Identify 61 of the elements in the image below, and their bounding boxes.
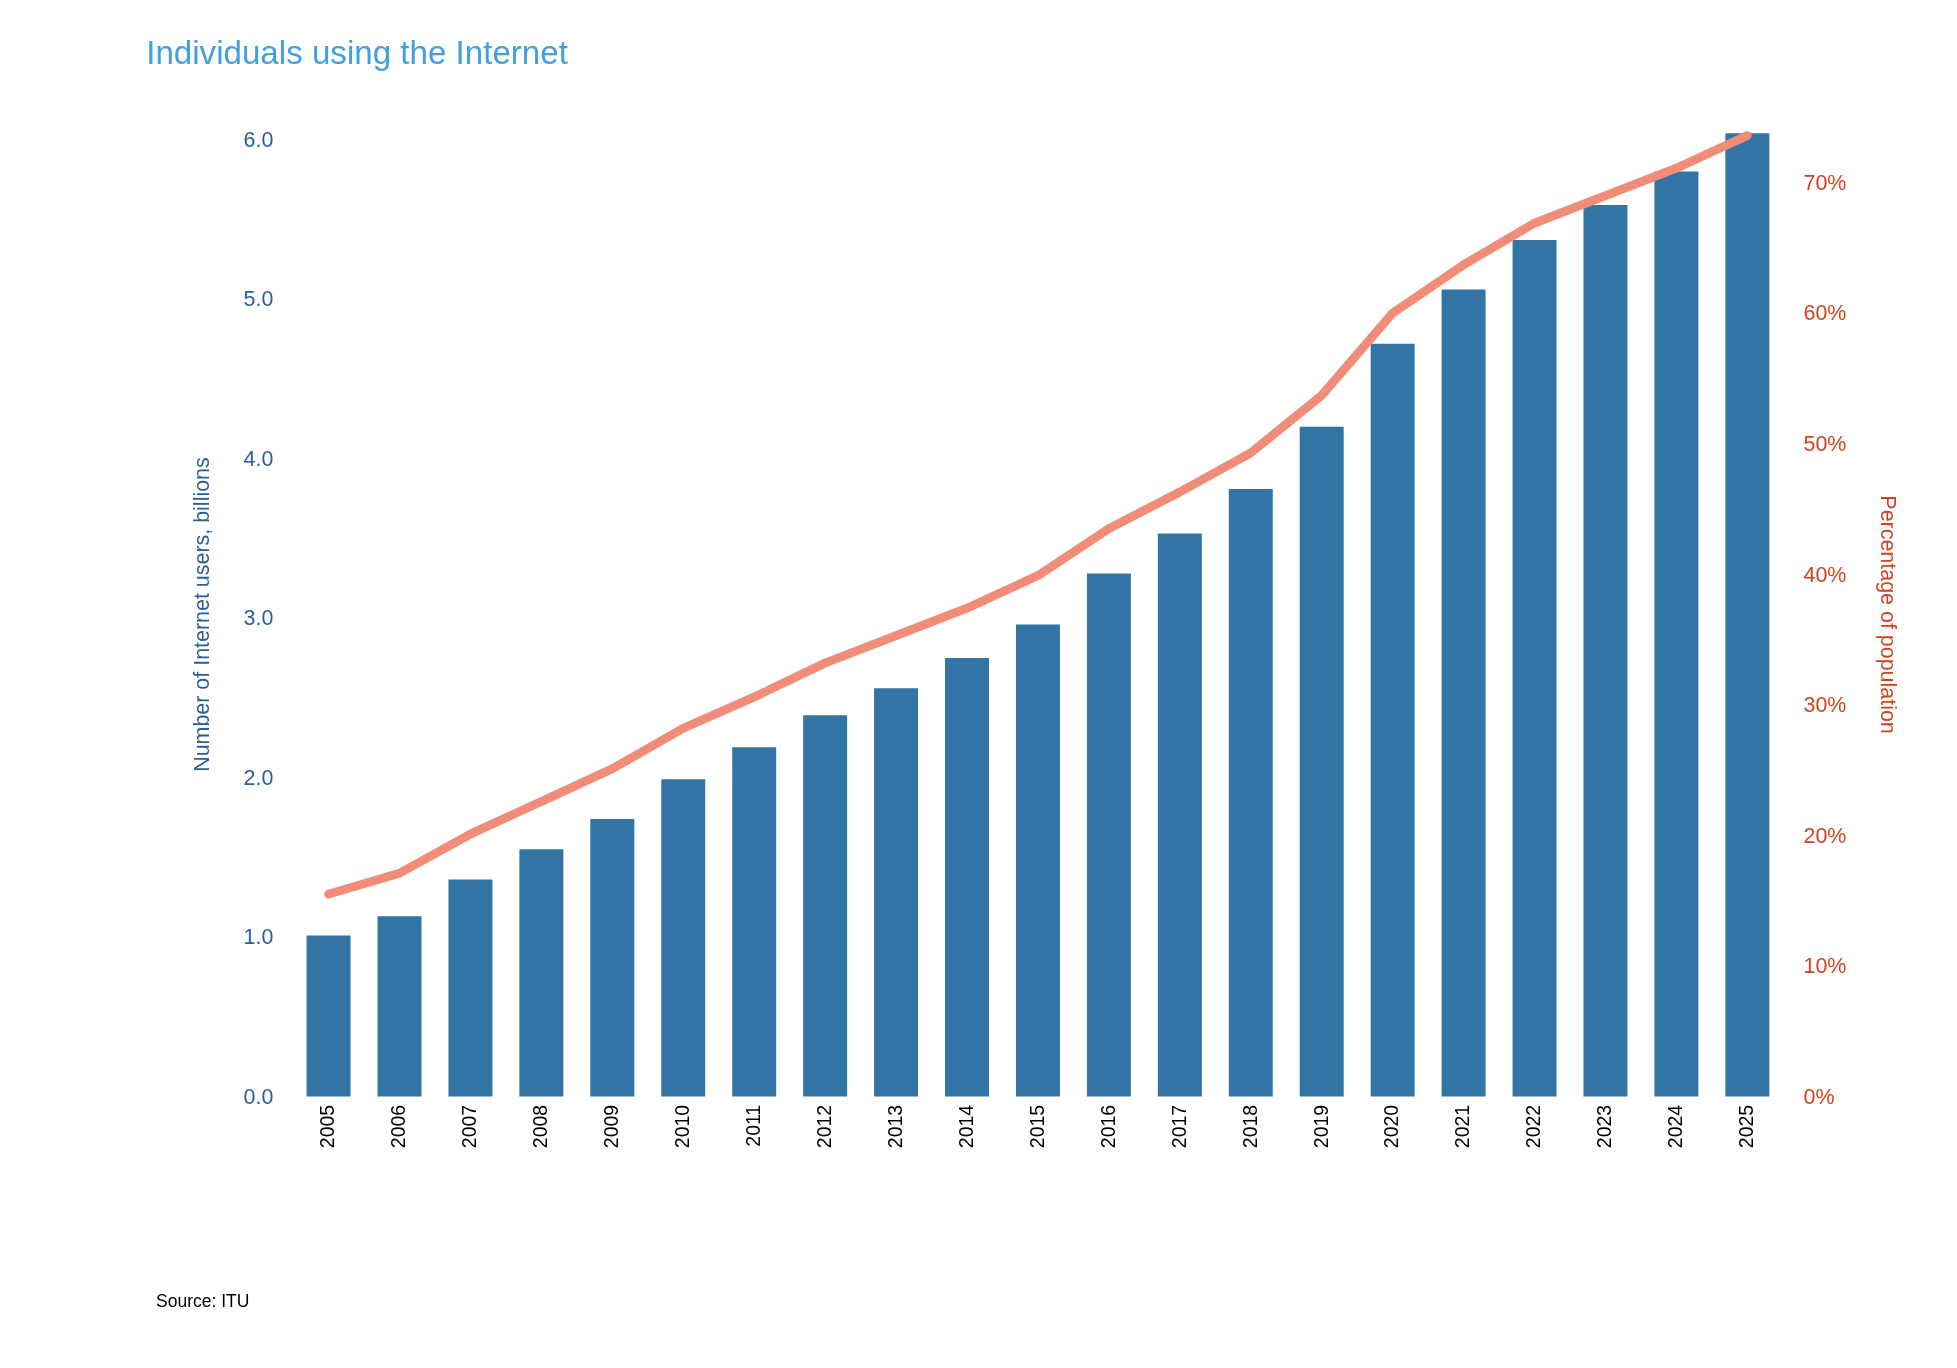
x-tick-label: 2008 [529, 1104, 552, 1149]
y2-axis-title: Percentage of population [1875, 495, 1900, 734]
x-tick-label: 2020 [1380, 1104, 1403, 1149]
bar [590, 819, 635, 1097]
y2-tick-label: 20% [1803, 823, 1847, 848]
y2-tick-label: 70% [1803, 170, 1847, 195]
bar [803, 715, 848, 1097]
x-tick-label: 2009 [600, 1104, 623, 1149]
y2-tick-label: 40% [1803, 562, 1847, 587]
x-tick-label: 2022 [1522, 1104, 1545, 1149]
x-tick-label: 2017 [1167, 1104, 1190, 1149]
bar [1086, 573, 1131, 1097]
source-note: Source: ITU [155, 1291, 250, 1312]
bar [1441, 289, 1486, 1097]
x-tick-label: 2023 [1593, 1104, 1616, 1149]
bar [1228, 488, 1273, 1097]
x-tick-label: 2025 [1735, 1104, 1758, 1149]
bar [1583, 205, 1628, 1097]
x-tick-label: 2007 [458, 1104, 481, 1149]
x-tick-label: 2010 [671, 1104, 694, 1149]
y2-tick-label: 30% [1803, 693, 1847, 718]
bar [448, 879, 493, 1097]
bar [377, 916, 422, 1097]
y-tick-label: 0.0 [243, 1084, 274, 1109]
x-tick-label: 2011 [742, 1104, 765, 1147]
y-tick-label: 1.0 [243, 925, 274, 950]
x-tick-label: 2006 [387, 1104, 410, 1149]
x-tick-label: 2021 [1451, 1104, 1474, 1149]
y2-tick-label: 0% [1803, 1084, 1835, 1109]
bar [1512, 240, 1557, 1097]
x-tick-label: 2013 [883, 1104, 906, 1149]
bar [1299, 426, 1344, 1097]
bar [1725, 133, 1770, 1097]
bar [1015, 624, 1060, 1097]
x-tick-label: 2024 [1664, 1104, 1687, 1149]
bar [732, 747, 777, 1097]
x-tick-label: 2005 [316, 1104, 339, 1149]
bar [306, 935, 351, 1097]
bar [1370, 343, 1415, 1097]
x-tick-label: 2019 [1309, 1104, 1332, 1149]
y-tick-label: 3.0 [243, 606, 274, 631]
y-tick-label: 5.0 [243, 287, 274, 312]
bar [519, 849, 564, 1097]
x-tick-label: 2012 [812, 1104, 835, 1149]
chart-title: Individuals using the Internet [146, 33, 568, 71]
x-tick-label: 2018 [1238, 1104, 1261, 1149]
x-tick-label: 2015 [1025, 1104, 1048, 1149]
y-axis-title: Number of Internet users, billions [190, 457, 215, 772]
y-tick-label: 2.0 [243, 765, 274, 790]
y2-tick-label: 10% [1803, 954, 1847, 979]
bar [945, 657, 989, 1097]
y2-tick-label: 60% [1803, 301, 1847, 326]
x-tick-label: 2014 [954, 1104, 977, 1149]
x-tick-label: 2016 [1096, 1104, 1119, 1149]
bar [661, 779, 706, 1097]
bar [1654, 171, 1699, 1097]
y-tick-label: 4.0 [243, 446, 274, 471]
bar [1157, 533, 1202, 1097]
bar [874, 688, 919, 1097]
y2-tick-label: 50% [1803, 432, 1847, 456]
y-tick-label: 6.0 [243, 127, 274, 152]
